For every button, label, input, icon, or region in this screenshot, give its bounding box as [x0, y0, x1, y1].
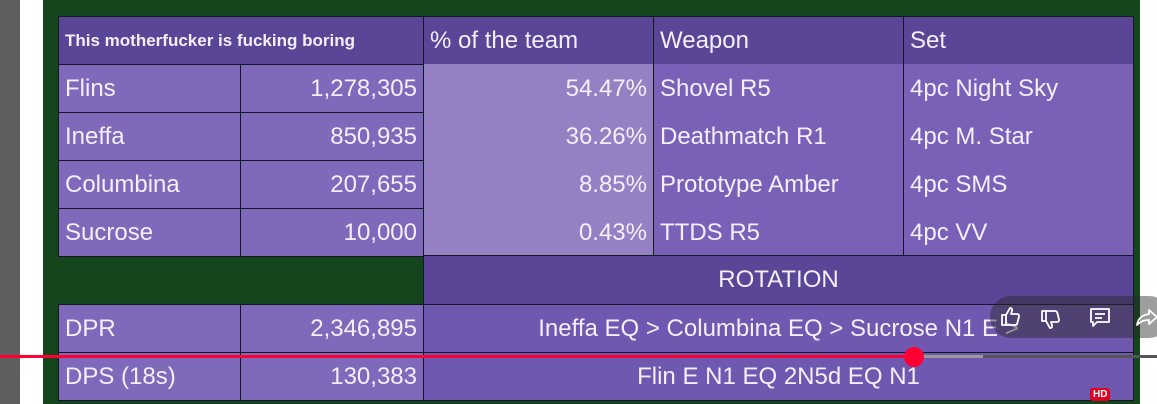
- header-weapon: Weapon: [653, 16, 904, 65]
- cell-name: Flins: [58, 64, 241, 113]
- cell-name: Sucrose: [58, 208, 241, 257]
- summary-label-dpr: DPR: [58, 304, 241, 353]
- summary-value-dpr: 2,346,895: [240, 304, 424, 353]
- header-set: Set: [903, 16, 1134, 65]
- summary-value-dps: 130,383: [240, 352, 424, 401]
- cell-set: 4pc Night Sky: [903, 64, 1134, 113]
- cell-damage: 207,655: [240, 160, 424, 209]
- cell-set: 4pc SMS: [903, 160, 1134, 209]
- share-icon[interactable]: [1135, 305, 1157, 329]
- cell-damage: 10,000: [240, 208, 424, 257]
- side-strip: [0, 0, 20, 404]
- cell-weapon: Deathmatch R1: [653, 112, 904, 161]
- cell-set: 4pc VV: [903, 208, 1134, 257]
- cell-damage: 1,278,305: [240, 64, 424, 113]
- summary-label-dps: DPS (18s): [58, 352, 241, 401]
- hd-badge: HD: [1090, 388, 1111, 401]
- progress-played: [0, 355, 915, 358]
- progress-scrubber[interactable]: [904, 347, 925, 367]
- rotation-line-2: Flin E N1 EQ 2N5d EQ N1: [423, 352, 1134, 401]
- header-percent: % of the team: [423, 16, 654, 65]
- cell-percent: 0.43%: [423, 208, 654, 257]
- cell-weapon: TTDS R5: [653, 208, 904, 257]
- cell-percent: 36.26%: [423, 112, 654, 161]
- cell-name: Columbina: [58, 160, 241, 209]
- cell-percent: 8.85%: [423, 160, 654, 209]
- like-icon[interactable]: [999, 305, 1023, 329]
- action-pill: [990, 296, 1157, 338]
- rotation-header: ROTATION: [423, 255, 1134, 305]
- cell-weapon: Shovel R5: [653, 64, 904, 113]
- header-title: This motherfucker is fucking boring: [58, 16, 424, 65]
- comment-icon[interactable]: [1088, 305, 1112, 329]
- cell-percent: 54.47%: [423, 64, 654, 113]
- cell-damage: 850,935: [240, 112, 424, 161]
- cell-weapon: Prototype Amber: [653, 160, 904, 209]
- rotation-line-1: Ineffa EQ > Columbina EQ > Sucrose N1 E …: [423, 304, 1134, 353]
- cell-set: 4pc M. Star: [903, 112, 1134, 161]
- cell-name: Ineffa: [58, 112, 241, 161]
- dislike-icon[interactable]: [1039, 307, 1063, 331]
